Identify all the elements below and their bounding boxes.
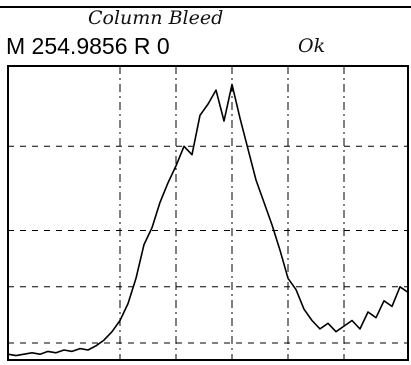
handwritten-note: Column Bleed [88,7,223,29]
scan-label: M 254.9856 R 0 [6,33,170,59]
plot-area [7,66,409,360]
handwritten-status: Ok [298,35,325,57]
trace-line [7,83,409,357]
plot-frame [7,65,409,361]
